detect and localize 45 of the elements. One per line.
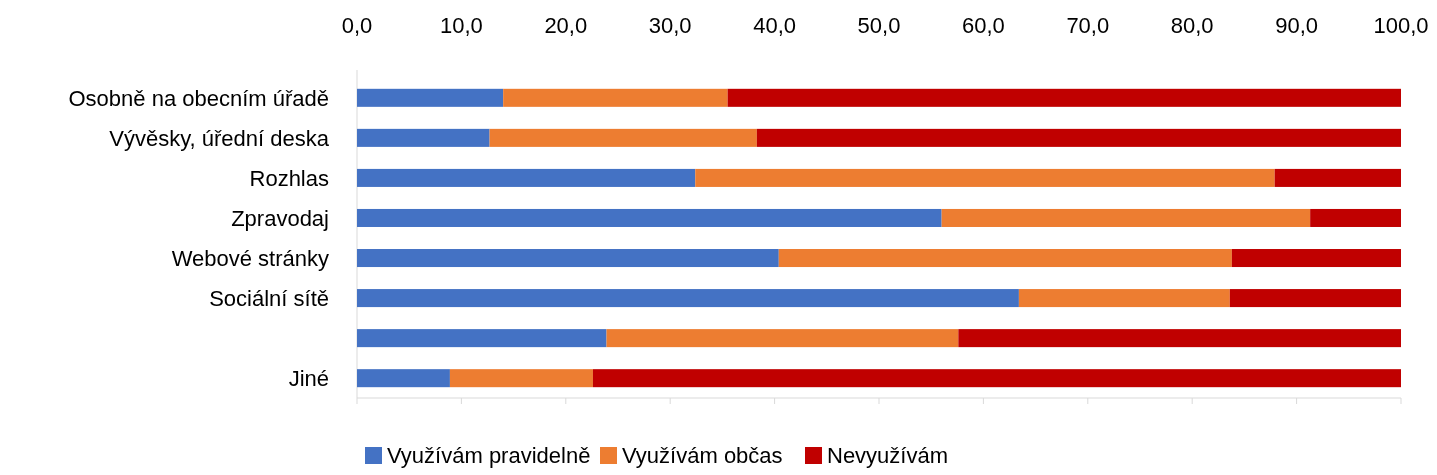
- bar: [1231, 249, 1401, 268]
- y-tick-label: Rozhlas: [249, 165, 329, 191]
- bar: [1310, 208, 1401, 227]
- x-tick-label: 20,0: [544, 13, 588, 38]
- legend-label: Využívám občas: [622, 443, 783, 468]
- bar: [695, 168, 1275, 187]
- x-tick-label: 50,0: [857, 13, 901, 38]
- bar: [357, 88, 504, 107]
- bar: [503, 88, 728, 107]
- x-tick-label: 60,0: [961, 13, 1005, 38]
- bar: [357, 208, 942, 227]
- bar: [357, 249, 779, 268]
- legend-label: Nevyužívám: [827, 443, 949, 468]
- bar: [592, 369, 1401, 388]
- bar: [727, 88, 1401, 107]
- bar: [1274, 168, 1401, 187]
- bar: [1229, 289, 1401, 308]
- x-tick-label: 40,0: [753, 13, 797, 38]
- y-tick-label: Vývěsky, úřední deska: [109, 125, 330, 151]
- x-tick-label: 10,0: [439, 13, 483, 38]
- x-tick-label: 70,0: [1066, 13, 1110, 38]
- y-tick-label: Osobně na obecním úřadě: [68, 85, 329, 111]
- bar: [958, 329, 1401, 348]
- bar: [357, 168, 696, 187]
- bar: [606, 329, 959, 348]
- bar: [778, 249, 1232, 268]
- x-tick-label: 80,0: [1170, 13, 1214, 38]
- bar: [357, 289, 1019, 308]
- y-tick-label: Zpravodaj: [231, 205, 329, 231]
- bar: [1018, 289, 1230, 308]
- x-tick-label: 100,0: [1373, 13, 1429, 38]
- x-tick-label: 30,0: [648, 13, 692, 38]
- bar: [357, 329, 607, 348]
- bar: [449, 369, 593, 388]
- legend-label: Využívám pravidelně: [387, 443, 591, 468]
- bar: [357, 369, 450, 388]
- bar: [941, 208, 1311, 227]
- x-tick-label: 0,0: [341, 13, 373, 38]
- x-tick-label: 90,0: [1275, 13, 1319, 38]
- bar: [756, 128, 1401, 147]
- y-tick-label: Webové stránky: [171, 245, 329, 271]
- y-tick-label: Jiné: [288, 365, 329, 391]
- bar: [357, 128, 490, 147]
- y-tick-label: Sociální sítě: [209, 285, 329, 311]
- bar: [489, 128, 757, 147]
